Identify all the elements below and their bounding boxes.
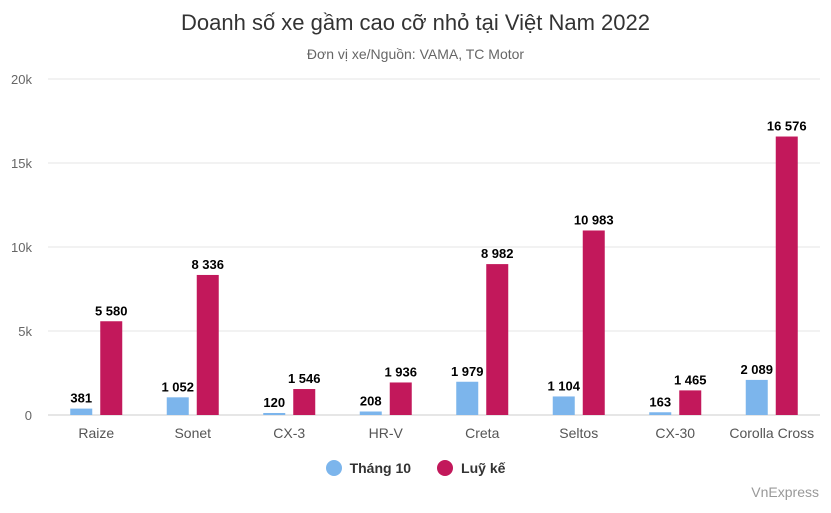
bar-thang-10 — [263, 412, 286, 415]
data-label: 10 983 — [574, 212, 614, 227]
data-label: 5 580 — [95, 303, 128, 318]
data-label: 381 — [70, 391, 92, 406]
legend-marker-thang-10 — [325, 460, 342, 476]
chart-subtitle: Đơn vị xe/Nguồn: VAMA, TC Motor — [306, 46, 525, 62]
bar-thang-10 — [70, 408, 93, 415]
legend-marker-luy-ke — [437, 460, 454, 476]
bar-luy-ke — [196, 274, 219, 415]
x-tick-label: Sonet — [174, 425, 211, 441]
data-label: 163 — [649, 394, 671, 409]
bar-luy-ke — [486, 264, 509, 415]
chart-title: Doanh số xe gầm cao cỡ nhỏ tại Việt Nam … — [181, 10, 650, 35]
data-label: 1 052 — [161, 379, 194, 394]
legend: Tháng 10 Luỹ kế — [0, 460, 831, 476]
y-tick-label: 15k — [11, 156, 32, 171]
bar-luy-ke — [100, 321, 123, 415]
data-label: 120 — [263, 395, 285, 410]
legend-label-thang-10: Tháng 10 — [349, 460, 412, 476]
data-label: 1 546 — [288, 371, 321, 386]
x-tick-label: Corolla Cross — [729, 425, 814, 441]
credit-text[interactable]: VnExpress — [751, 484, 819, 500]
data-label: 1 979 — [451, 364, 484, 379]
x-tick-label: Raize — [78, 425, 114, 441]
bar-thang-10 — [745, 379, 768, 415]
bar-thang-10 — [552, 396, 575, 415]
data-label: 1 465 — [674, 372, 707, 387]
bar-luy-ke — [582, 230, 605, 415]
data-label: 8 982 — [481, 246, 514, 261]
y-tick-label: 20k — [11, 72, 32, 87]
bar-thang-10 — [359, 411, 382, 415]
bar-luy-ke — [679, 390, 702, 415]
axes: 0 5k 10k 15k 20k Raize Sonet CX-3 HR-V Creta Selto… — [11, 72, 814, 441]
x-tick-label: Creta — [465, 425, 499, 441]
bar-thang-10 — [166, 397, 189, 415]
x-tick-label: CX-3 — [273, 425, 305, 441]
data-label: 1 104 — [547, 378, 580, 393]
data-label: 208 — [360, 394, 382, 409]
data-label: 16 576 — [767, 119, 807, 134]
x-tick-label: HR-V — [369, 425, 404, 441]
grid-lines — [48, 78, 820, 416]
legend-label-luy-ke: Luỹ kế — [461, 460, 506, 476]
bar-thang-10 — [649, 412, 672, 415]
y-tick-label: 10k — [11, 240, 32, 255]
legend-item-luy-ke[interactable]: Luỹ kế — [437, 460, 505, 476]
x-tick-label: CX-30 — [655, 425, 695, 441]
y-tick-label: 0 — [25, 408, 32, 423]
bar-luy-ke — [293, 389, 316, 415]
data-label: 1 936 — [384, 364, 417, 379]
bar-luy-ke — [775, 136, 798, 415]
data-label: 8 336 — [191, 257, 224, 272]
x-tick-label: Seltos — [559, 425, 598, 441]
legend-item-thang-10[interactable]: Tháng 10 — [325, 460, 412, 476]
bar-thang-10 — [456, 381, 479, 415]
bar-luy-ke — [389, 382, 412, 415]
data-label: 2 089 — [740, 362, 773, 377]
y-tick-label: 5k — [18, 324, 32, 339]
bars — [70, 136, 798, 415]
